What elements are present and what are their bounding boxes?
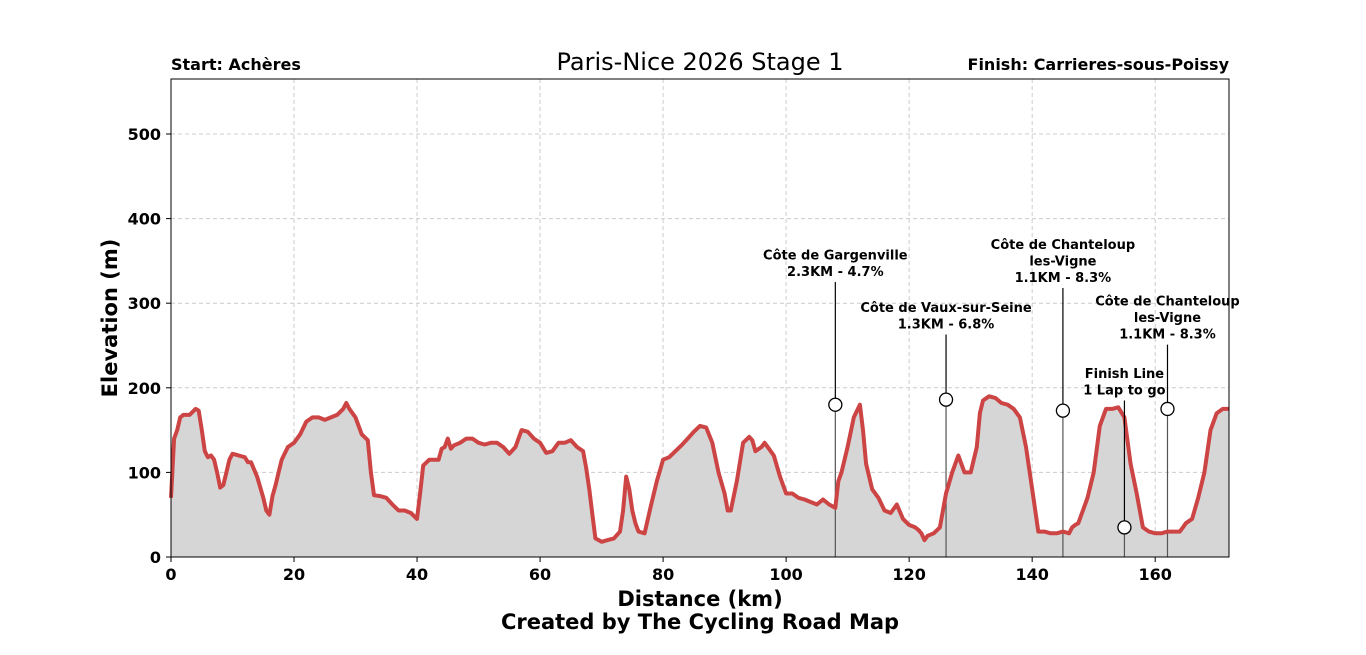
- y-tick-label: 500: [128, 125, 161, 144]
- chart-title: Paris-Nice 2026 Stage 1: [557, 48, 844, 76]
- credit-label: Created by The Cycling Road Map: [501, 610, 899, 634]
- elevation-area-fill: [171, 396, 1229, 557]
- finish-label: Finish: Carrieres-sous-Poissy: [968, 55, 1230, 74]
- x-axis-ticks: 0 20 40 60 80 100 120 140 160: [165, 557, 1172, 584]
- annotation-label: 1 Lap to go: [1083, 383, 1165, 398]
- annotation-label: Côte de Gargenville: [763, 249, 908, 264]
- y-axis-label: Elevation (m): [98, 239, 122, 398]
- y-tick-label: 200: [128, 379, 161, 398]
- x-tick-label: 120: [892, 565, 925, 584]
- annotation-label: 1.1KM - 8.3%: [1119, 328, 1216, 343]
- annotation-label: les-Vigne: [1029, 254, 1096, 269]
- climb-marker: [938, 392, 954, 407]
- y-tick-label: 300: [128, 294, 161, 313]
- plot-frame: [170, 78, 1230, 558]
- climb-marker: [1055, 403, 1071, 418]
- x-tick-label: 20: [283, 565, 305, 584]
- annotation-label: Côte de Chanteloup: [1095, 295, 1239, 310]
- elevation-profile-line: [169, 394, 1229, 544]
- start-label: Start: Achères: [171, 55, 301, 74]
- y-tick-label: 100: [128, 463, 161, 482]
- x-tick-label: 100: [769, 565, 802, 584]
- annotation-label: 1.1KM - 8.3%: [1015, 271, 1112, 286]
- annotation-label: Côte de Chanteloup: [991, 238, 1135, 253]
- x-tick-label: 60: [529, 565, 551, 584]
- climb-marker: [1117, 520, 1132, 535]
- y-tick-label: 400: [128, 210, 161, 229]
- climb-marker: [1160, 401, 1175, 417]
- annotation-label: Côte de Vaux-sur-Seine: [860, 301, 1032, 316]
- x-tick-label: 160: [1138, 565, 1171, 584]
- climb-marker: [828, 397, 843, 412]
- annotation-label: 2.3KM - 4.7%: [787, 265, 884, 280]
- x-tick-label: 140: [1015, 565, 1048, 584]
- x-tick-label: 0: [165, 565, 176, 584]
- y-tick-label: 0: [150, 548, 161, 567]
- x-axis-label: Distance (km): [617, 587, 782, 611]
- x-tick-label: 40: [406, 565, 428, 584]
- annotation-label: les-Vigne: [1134, 311, 1201, 326]
- annotation-label: 1.3KM - 6.8%: [898, 317, 995, 332]
- annotation-label: Finish Line: [1085, 367, 1165, 382]
- y-axis-ticks: 0 100 200 300 400 500: [128, 125, 171, 567]
- x-tick-label: 80: [652, 565, 674, 584]
